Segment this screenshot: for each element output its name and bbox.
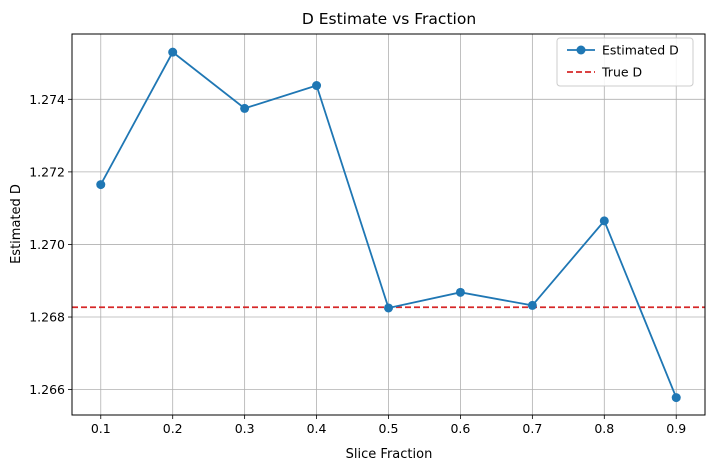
y-tick-label: 1.270 [29, 237, 65, 252]
data-point [455, 287, 465, 297]
x-tick-label: 0.4 [307, 421, 327, 436]
data-point [168, 47, 178, 57]
y-tick-label: 1.274 [29, 92, 65, 107]
legend-label-estimated-d: Estimated D [602, 43, 679, 58]
legend-label-true-d: True D [601, 65, 642, 80]
y-tick-label: 1.268 [29, 310, 65, 325]
x-tick-label: 0.5 [379, 421, 399, 436]
data-point [671, 393, 681, 403]
legend-marker-estimated-d [576, 45, 586, 55]
series-layer [96, 47, 681, 403]
y-tick-label: 1.272 [29, 164, 65, 179]
x-tick-label: 0.7 [522, 421, 542, 436]
data-point [599, 216, 609, 226]
x-tick-label: 0.8 [594, 421, 614, 436]
y-tick-label: 1.266 [29, 382, 65, 397]
data-point [96, 180, 106, 190]
x-tick-label: 0.3 [235, 421, 255, 436]
data-point [384, 303, 393, 313]
y-axis-ticks: 1.266 1.268 1.270 1.272 1.274 [29, 92, 72, 397]
x-tick-label: 0.1 [91, 421, 111, 436]
data-point [312, 81, 322, 91]
y-axis-label: Estimated D [9, 184, 24, 264]
grid-lines [72, 34, 705, 415]
data-point [527, 300, 537, 310]
legend: Estimated D True D [556, 37, 694, 87]
data-point [240, 103, 250, 113]
x-tick-label: 0.2 [163, 421, 183, 436]
x-tick-label: 0.9 [666, 421, 686, 436]
x-axis-ticks: 0.1 0.2 0.3 0.4 0.5 0.6 0.7 0.8 0.9 [91, 415, 686, 436]
x-axis-label: Slice Fraction [346, 447, 433, 462]
x-tick-label: 0.6 [450, 421, 470, 436]
chart-title: D Estimate vs Fraction [302, 10, 476, 28]
